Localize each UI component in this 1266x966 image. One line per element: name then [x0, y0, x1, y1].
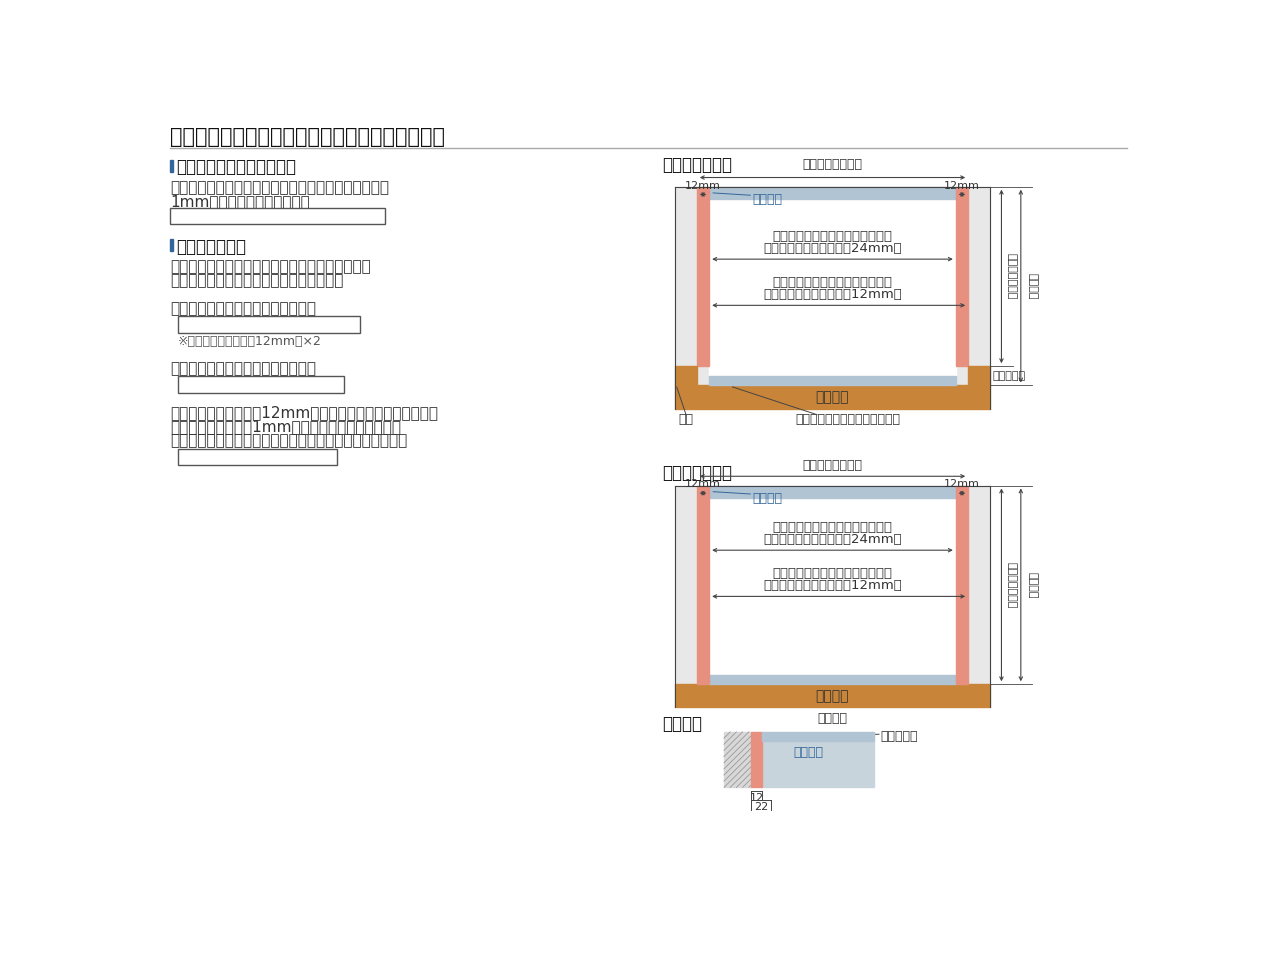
Text: 巾木の高さ: 巾木の高さ	[993, 371, 1025, 381]
Text: 巾木がある場合: 巾木がある場合	[662, 156, 732, 174]
Bar	[709, 675, 956, 684]
Text: 壁面カマチ: 壁面カマチ	[881, 730, 918, 744]
Text: 下レール長さ（巾木間の寸法）: 下レール長さ（巾木間の寸法）	[795, 413, 900, 426]
Text: （床面）: （床面）	[815, 689, 849, 702]
Text: 上レール: 上レール	[752, 193, 782, 206]
Text: 壁面カマチセットを発注する際は、壁面カマチの: 壁面カマチセットを発注する際は、壁面カマチの	[170, 259, 371, 274]
Text: 厚みを考慮して製品幅をご指定ください。: 厚みを考慮して製品幅をご指定ください。	[170, 273, 343, 288]
Text: 巾木: 巾木	[679, 413, 694, 426]
Text: 壁面カマチを片側に取付ける場合: 壁面カマチを片側に取付ける場合	[772, 567, 893, 581]
Text: 下レールの長さを1mm単位でご指定いただくか、: 下レールの長さを1mm単位でご指定いただくか、	[170, 419, 401, 435]
Text: 製品高さ: 製品高さ	[1027, 272, 1037, 299]
Bar	[709, 486, 956, 497]
Text: 壁面カマチ長さ: 壁面カマチ長さ	[1006, 561, 1017, 608]
Bar	[675, 366, 696, 385]
Text: 製品高さと巾木の高さを測定し、壁面カマチの長さを: 製品高さと巾木の高さを測定し、壁面カマチの長さを	[170, 180, 389, 195]
Bar	[675, 385, 990, 409]
Text: 見下げ図: 見下げ図	[662, 715, 703, 733]
Text: 上レール: 上レール	[752, 492, 782, 504]
Text: （製品幅＝開口幅寸法－12mm）: （製品幅＝開口幅寸法－12mm）	[763, 289, 901, 301]
Bar	[675, 684, 990, 707]
Text: 下レール長さ＝巾木間の寸法: 下レール長さ＝巾木間の寸法	[182, 450, 291, 464]
Bar	[709, 376, 956, 385]
Text: ・壁面カマチの厚み（12mm）よりも巾木がうすい場合は、: ・壁面カマチの厚み（12mm）よりも巾木がうすい場合は、	[170, 406, 438, 420]
Bar	[724, 732, 751, 787]
Bar	[968, 366, 990, 385]
Text: 壁面カマチを両側に取付ける場合: 壁面カマチを両側に取付ける場合	[772, 230, 893, 242]
Text: 製品幅＝開口幅寸法－24mm※: 製品幅＝開口幅寸法－24mm※	[182, 318, 322, 331]
Text: 下レール: 下レール	[818, 712, 847, 724]
Bar	[177, 316, 360, 333]
Text: 製品幅＝開口幅寸法－12mm: 製品幅＝開口幅寸法－12mm	[182, 378, 310, 391]
Bar	[762, 732, 875, 741]
Bar	[170, 240, 173, 251]
Bar	[696, 186, 709, 366]
Text: 上レール: 上レール	[793, 746, 823, 758]
Text: ・壁面カマチを両側に取付ける場合: ・壁面カマチを両側に取付ける場合	[170, 300, 316, 316]
Text: 壁面カマチ長さ: 壁面カマチ長さ	[1006, 253, 1017, 299]
Text: 取付け部の開口幅: 取付け部の開口幅	[803, 459, 862, 471]
Text: 壁面カマチを両側に取付ける場合: 壁面カマチを両側に取付ける場合	[772, 521, 893, 534]
Text: 12mm: 12mm	[685, 181, 722, 190]
Bar	[709, 186, 956, 199]
Bar	[762, 741, 875, 787]
Text: （製品幅＝開口幅寸法－24mm）: （製品幅＝開口幅寸法－24mm）	[763, 242, 901, 255]
Text: 製品幅について: 製品幅について	[176, 238, 246, 256]
Bar	[675, 486, 990, 684]
Text: 壁面カマチの長さについて: 壁面カマチの長さについて	[176, 158, 296, 176]
Bar	[675, 186, 990, 385]
Text: 巾木がない場合: 巾木がない場合	[662, 464, 732, 482]
Text: 12mm: 12mm	[685, 479, 722, 490]
Bar	[170, 159, 173, 172]
Bar	[177, 376, 344, 393]
Text: 1mm単位でご指定ください。: 1mm単位でご指定ください。	[170, 194, 310, 209]
Bar	[170, 208, 385, 224]
Text: （床面）: （床面）	[815, 390, 849, 404]
Bar	[709, 199, 956, 376]
Text: 12mm: 12mm	[944, 479, 980, 490]
Bar	[751, 732, 762, 787]
Text: ・壁面カマチを片側に取付ける場合: ・壁面カマチを片側に取付ける場合	[170, 360, 316, 376]
Text: （製品幅＝開口幅寸法－12mm）: （製品幅＝開口幅寸法－12mm）	[763, 580, 901, 592]
Text: ※壁面カマチの厚み（12mm）×2: ※壁面カマチの厚み（12mm）×2	[177, 334, 322, 348]
Text: オプションの「巾木用クッション」をご注文ください。: オプションの「巾木用クッション」をご注文ください。	[170, 433, 408, 448]
Bar	[956, 186, 968, 366]
Text: 12mm: 12mm	[944, 181, 980, 190]
Bar	[956, 486, 968, 684]
Text: （製品幅＝開口幅寸法－24mm）: （製品幅＝開口幅寸法－24mm）	[763, 533, 901, 546]
Text: 壁面カマチを片側に取付ける場合: 壁面カマチを片側に取付ける場合	[772, 276, 893, 289]
Text: 12: 12	[749, 793, 763, 803]
Bar	[696, 486, 709, 684]
Text: 製品高さ: 製品高さ	[1027, 572, 1037, 598]
Text: 壁面カマチ長さ＝製品高さ－巾木の高さ: 壁面カマチ長さ＝製品高さ－巾木の高さ	[175, 209, 325, 223]
Text: 取付け部の開口幅: 取付け部の開口幅	[803, 158, 862, 171]
Bar	[177, 448, 337, 466]
Text: 22: 22	[755, 802, 768, 812]
Bar	[709, 497, 956, 675]
Text: 壁面カマチセット〈オプション〉を取付ける場合: 壁面カマチセット〈オプション〉を取付ける場合	[170, 128, 444, 148]
